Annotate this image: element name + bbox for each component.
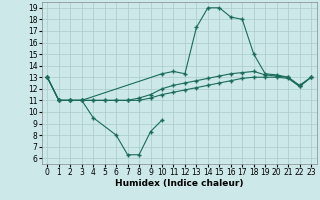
- X-axis label: Humidex (Indice chaleur): Humidex (Indice chaleur): [115, 179, 244, 188]
